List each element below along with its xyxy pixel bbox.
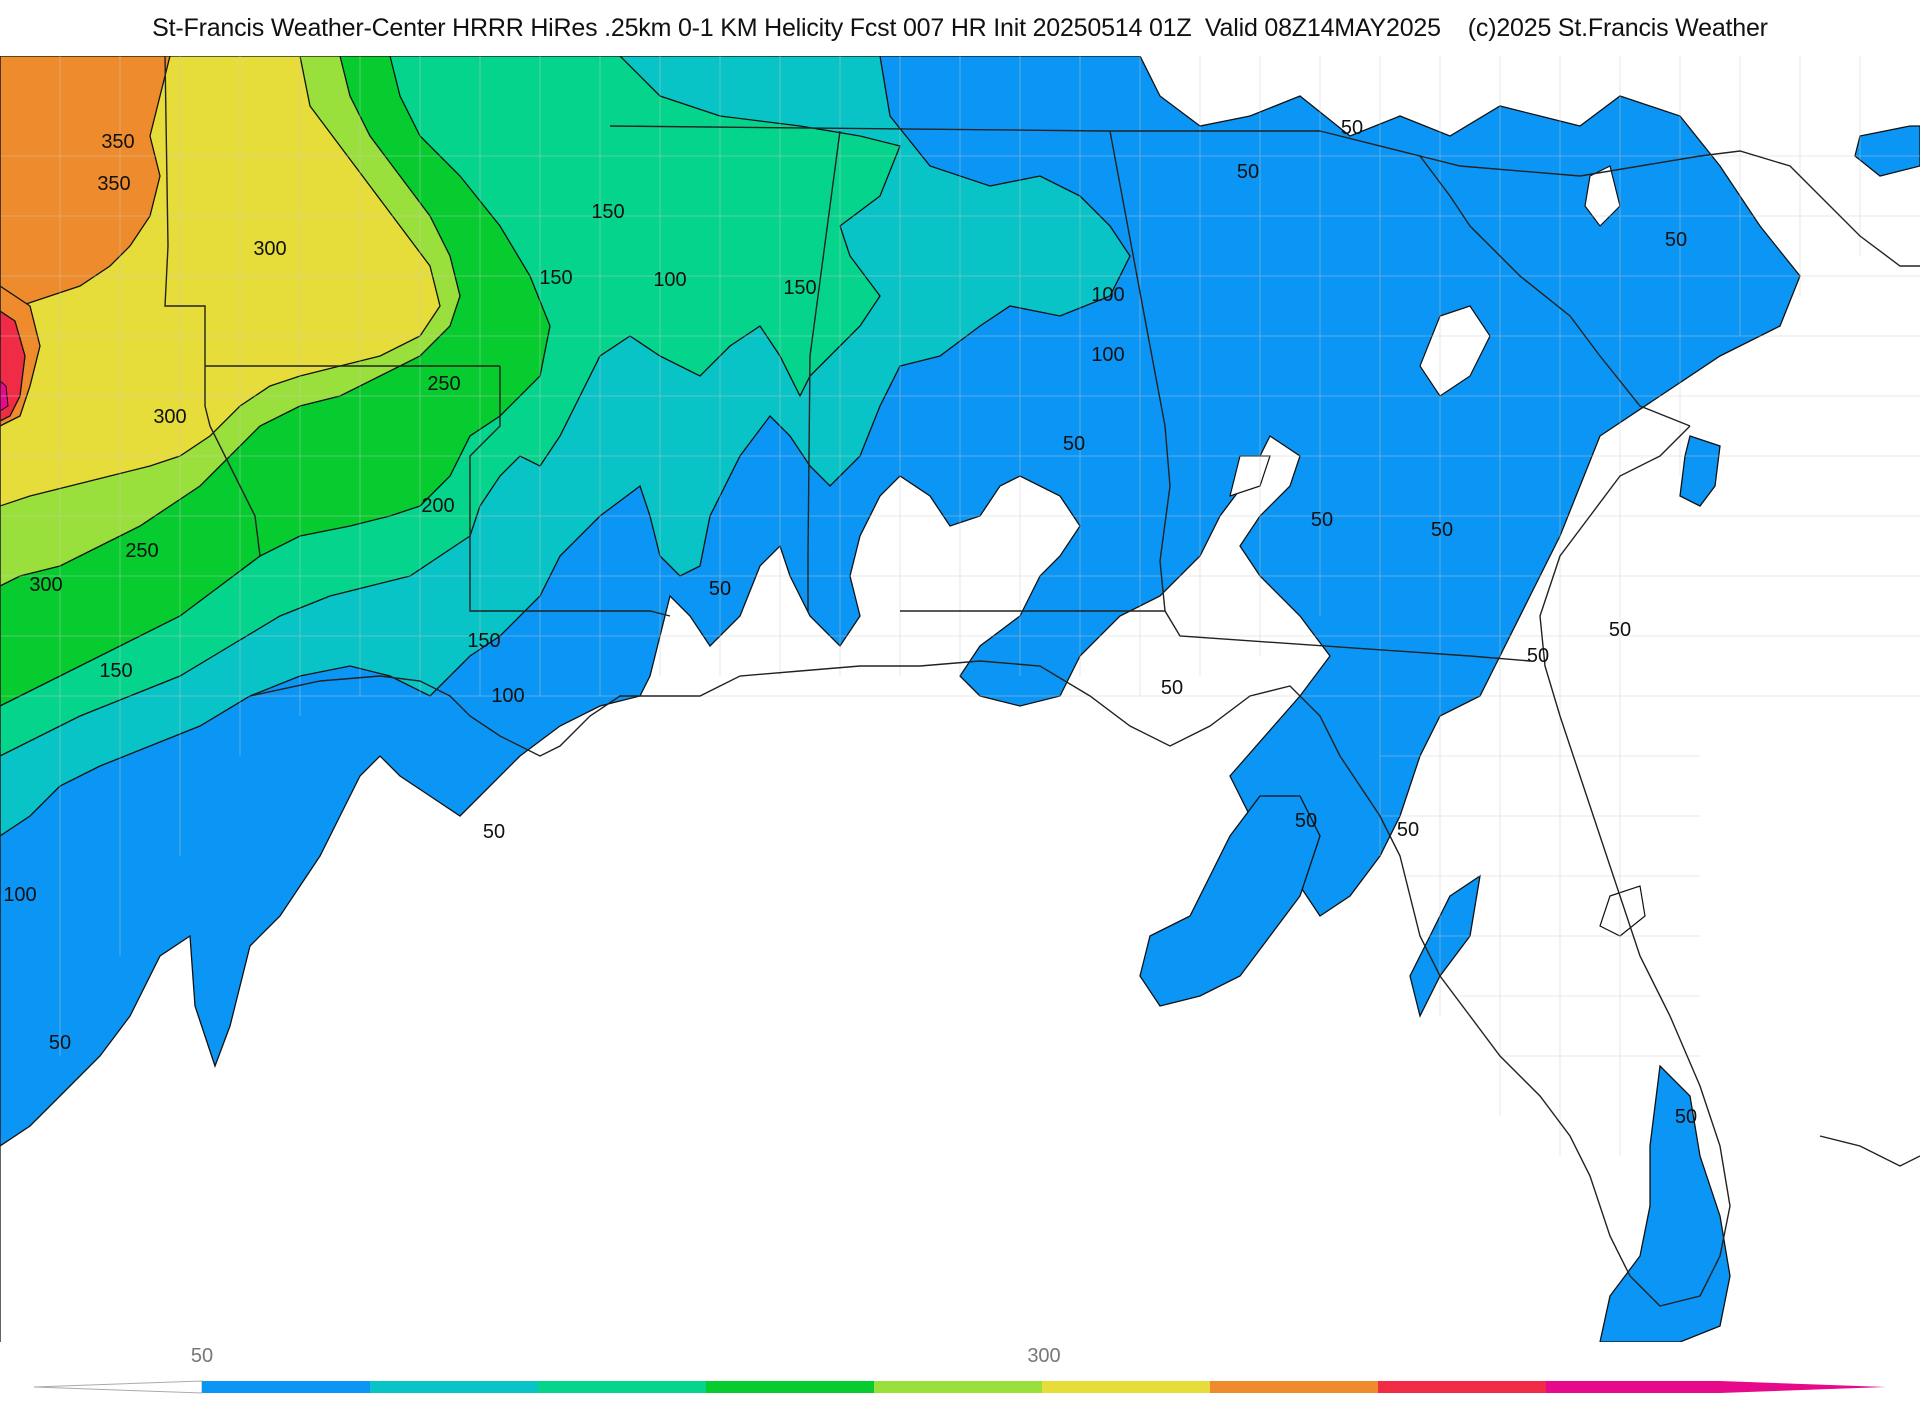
- contour-labels: 350 350 300 300 300 250 250 200 150 150 …: [3, 117, 1697, 1128]
- contour-label: 100: [1091, 344, 1124, 366]
- legend-band: [1210, 1381, 1378, 1393]
- contour-label: 150: [539, 267, 572, 289]
- legend-band: [1042, 1381, 1210, 1393]
- contour-label: 100: [1091, 284, 1124, 306]
- state-boundaries: [0, 56, 1920, 1342]
- contour-label: 100: [653, 269, 686, 291]
- contour-label: 50: [709, 578, 731, 600]
- band-50-gulf-blob: [1139, 795, 1321, 1007]
- contour-label: 50: [49, 1032, 71, 1054]
- contour-label: 50: [1675, 1106, 1697, 1128]
- legend-bands: [202, 1381, 1720, 1393]
- color-legend: [0, 1342, 1920, 1400]
- contour-label: 150: [467, 630, 500, 652]
- contour-label: 50: [1341, 117, 1363, 139]
- contour-label: 150: [99, 660, 132, 682]
- contour-label: 50: [1295, 810, 1317, 832]
- helicity-map: 350 350 300 300 300 250 250 200 150 150 …: [0, 56, 1920, 1342]
- contour-label: 200: [421, 495, 454, 517]
- legend-band: [370, 1381, 538, 1393]
- legend-band: [1378, 1381, 1546, 1393]
- contour-label: 300: [153, 406, 186, 428]
- legend-band: [1546, 1381, 1720, 1393]
- contour-label: 50: [1527, 645, 1549, 667]
- legend-tick-label: 50: [190, 1345, 214, 1367]
- legend-tick-label: 300: [1027, 1345, 1061, 1367]
- contour-label: 250: [125, 540, 158, 562]
- contour-label: 50: [1609, 619, 1631, 641]
- contour-label: 50: [1311, 509, 1333, 531]
- legend-low-arrow: [33, 1380, 203, 1394]
- legend-band: [874, 1381, 1042, 1393]
- legend-high-arrow: [1720, 1381, 1886, 1393]
- contour-label: 50: [1431, 519, 1453, 541]
- map-title: St-Francis Weather-Center HRRR HiRes .25…: [152, 13, 1768, 42]
- contour-label: 100: [491, 685, 524, 707]
- contour-label: 100: [3, 884, 36, 906]
- contour-label: 50: [483, 821, 505, 843]
- contour-label: 150: [591, 201, 624, 223]
- county-lines: [0, 56, 1920, 1156]
- contour-label: 50: [1161, 677, 1183, 699]
- contour-label: 50: [1397, 819, 1419, 841]
- contour-label: 50: [1063, 433, 1085, 455]
- legend-band: [202, 1381, 370, 1393]
- contour-label: 150: [783, 277, 816, 299]
- legend-band: [538, 1381, 706, 1393]
- band-50-florida-central: [1409, 874, 1481, 1018]
- contour-label: 300: [253, 238, 286, 260]
- contour-label: 300: [29, 574, 62, 596]
- contour-label: 250: [427, 373, 460, 395]
- contour-label: 50: [1665, 229, 1687, 251]
- contour-label: 350: [97, 173, 130, 195]
- band-50-florida-strip: [1599, 1064, 1731, 1342]
- legend-band: [706, 1381, 874, 1393]
- contour-label: 50: [1237, 161, 1259, 183]
- contour-label: 350: [101, 131, 134, 153]
